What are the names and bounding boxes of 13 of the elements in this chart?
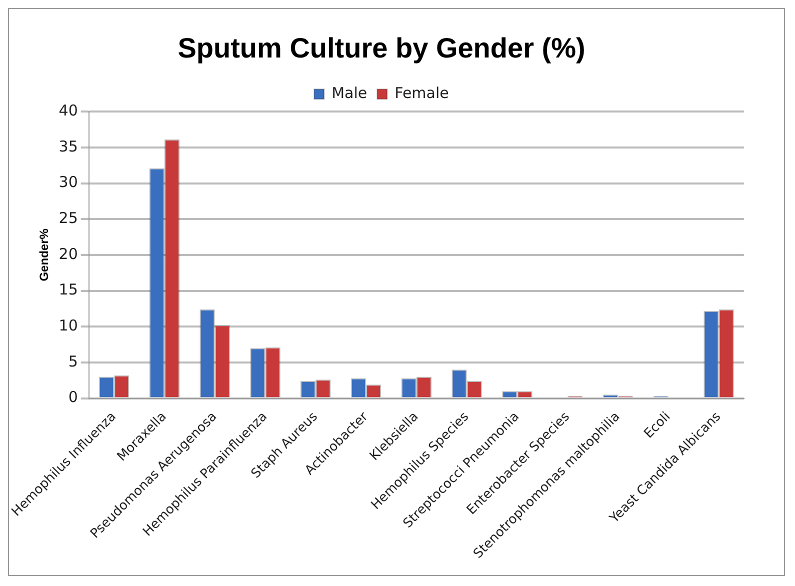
y-tick-label: 40 xyxy=(58,101,78,120)
y-tick-label: 30 xyxy=(58,173,78,192)
legend-label: Female xyxy=(394,84,449,102)
y-tick-label: 25 xyxy=(58,208,78,227)
y-tick-label: 5 xyxy=(68,352,78,370)
y-tick-label: 10 xyxy=(58,316,78,334)
y-tick-label: 0 xyxy=(68,388,78,406)
y-tick-label: 20 xyxy=(58,244,78,263)
legend-label: Male xyxy=(332,84,368,102)
y-tick-label: 15 xyxy=(58,280,78,299)
y-axis-title: Gender% xyxy=(36,228,51,282)
y-tick-label: 35 xyxy=(58,137,78,156)
chart-title: Sputum Culture by Gender (%) xyxy=(178,32,586,64)
